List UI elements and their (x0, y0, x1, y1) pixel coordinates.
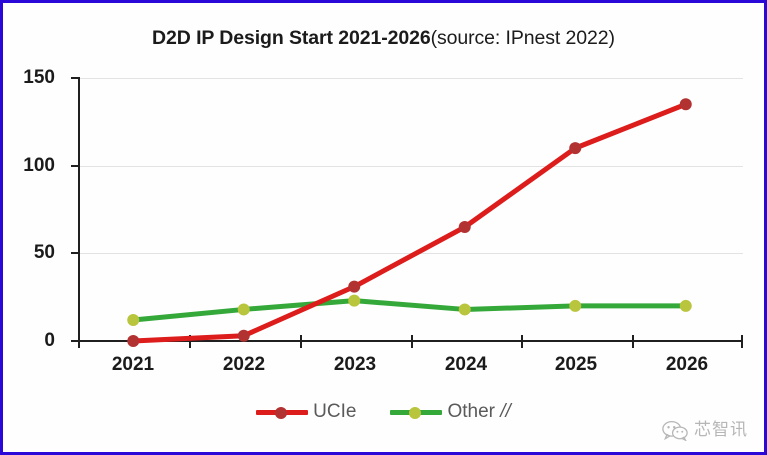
y-tick-50 (71, 252, 80, 254)
watermark-text: 芯智讯 (694, 420, 748, 440)
data-point-ucie-2021 (127, 335, 140, 347)
markers-ucie (127, 98, 692, 347)
data-point-ucie-2024 (458, 221, 471, 234)
legend-label-other: Other // (447, 402, 510, 421)
legend-label-other-slashes: // (500, 401, 511, 422)
data-point-other-2026 (679, 299, 692, 312)
data-point-ucie-2025 (569, 142, 582, 155)
x-axis-label-2024: 2024 (444, 354, 488, 375)
x-tick-6 (741, 335, 743, 348)
gridline-150 (78, 78, 743, 79)
chart-title: D2D IP Design Start 2021-2026(source: IP… (3, 27, 764, 50)
x-tick-0 (78, 335, 80, 348)
x-axis-label-2021: 2021 (111, 354, 155, 375)
gridline-100 (78, 166, 743, 167)
data-point-ucie-2026 (679, 98, 692, 111)
y-tick-0 (71, 340, 80, 342)
data-point-ucie-2023 (348, 280, 361, 293)
data-point-other-2024 (458, 303, 471, 316)
x-tick-3 (411, 335, 413, 348)
legend-item-ucie[interactable]: UCIe (256, 402, 356, 421)
x-tick-4 (521, 335, 523, 348)
y-axis-label-100: 100 (23, 155, 55, 176)
x-axis-line (78, 340, 743, 342)
chart-legend: UCIe Other // (3, 402, 764, 421)
x-tick-5 (632, 335, 634, 348)
markers-other (127, 294, 692, 326)
x-axis-label-2025: 2025 (554, 354, 598, 375)
chart-container: D2D IP Design Start 2021-2026(source: IP… (3, 3, 764, 452)
x-tick-1 (189, 335, 191, 348)
watermark: 芯智讯 (662, 420, 748, 441)
data-point-ucie-2022 (237, 329, 250, 342)
y-tick-100 (71, 165, 80, 167)
legend-marker-other (409, 406, 422, 419)
legend-marker-ucie (275, 406, 288, 419)
legend-swatch-ucie (256, 403, 309, 421)
legend-label-other-text: Other (447, 401, 501, 422)
legend-label-ucie-text: UCIe (313, 401, 357, 422)
line-other (130, 298, 689, 323)
wechat-icon (662, 420, 688, 441)
y-axis-label-150: 150 (23, 67, 55, 88)
x-axis-label-2023: 2023 (333, 354, 377, 375)
y-axis-label-50: 50 (33, 242, 55, 263)
line-ucie (130, 101, 689, 344)
legend-item-other[interactable]: Other // (390, 402, 511, 421)
data-point-other-2022 (237, 303, 250, 316)
legend-swatch-other (390, 403, 443, 421)
chart-title-main: D2D IP Design Start 2021-2026 (152, 27, 431, 49)
data-point-other-2021 (127, 313, 140, 326)
y-axis-line (78, 77, 80, 342)
legend-label-ucie: UCIe (313, 402, 356, 421)
x-axis-label-2026: 2026 (665, 354, 709, 375)
x-tick-2 (300, 335, 302, 348)
x-axis-label-2022: 2022 (222, 354, 266, 375)
chart-title-source: (source: IPnest 2022) (430, 27, 615, 49)
data-point-other-2023 (348, 294, 361, 307)
series-layer (127, 98, 692, 347)
data-point-other-2025 (569, 299, 582, 312)
y-tick-150 (71, 77, 80, 79)
y-axis-label-0: 0 (44, 330, 55, 351)
